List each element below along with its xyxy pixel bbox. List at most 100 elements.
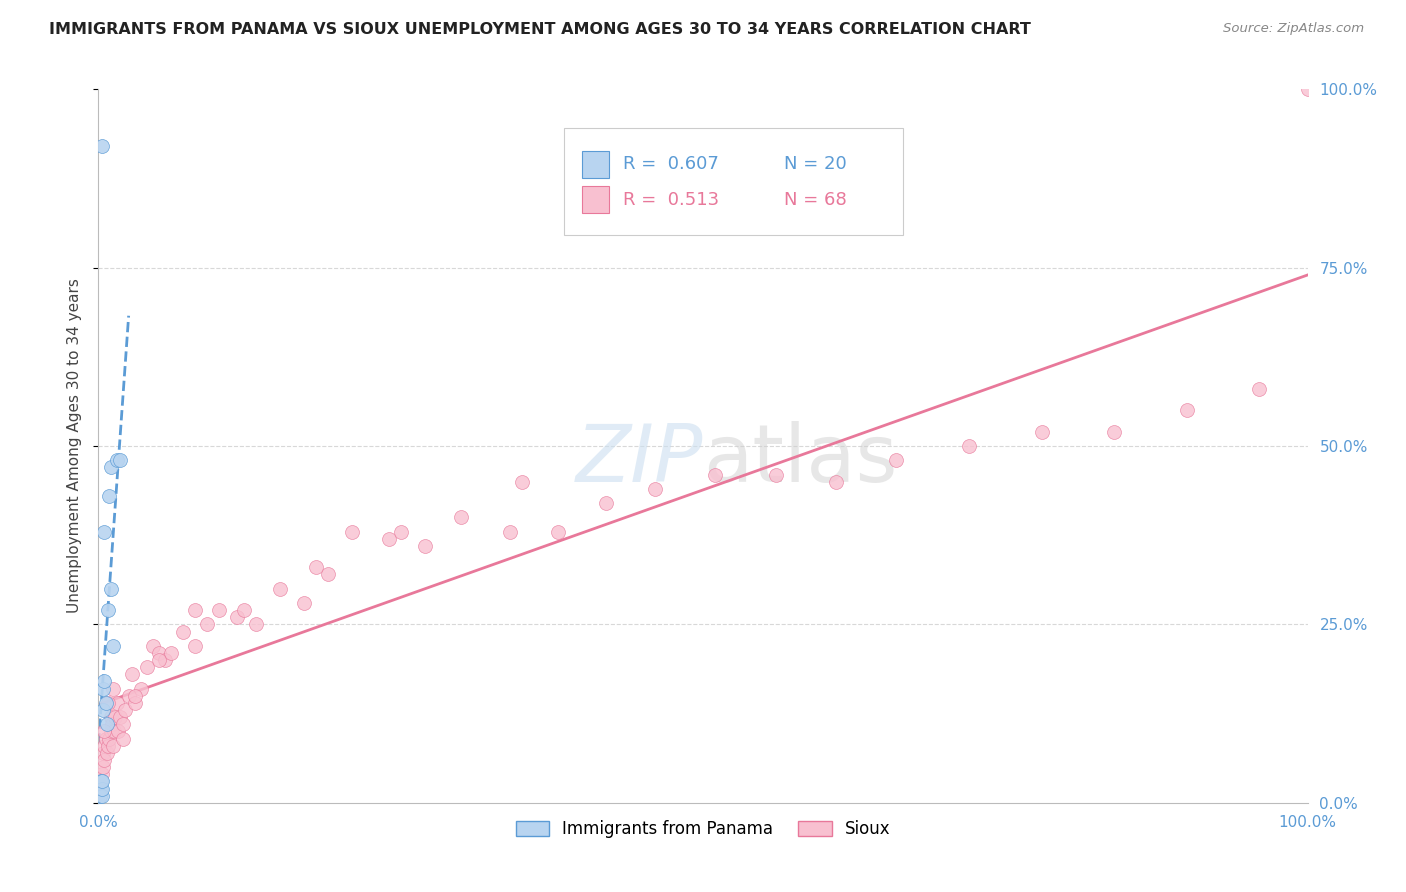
Legend: Immigrants from Panama, Sioux: Immigrants from Panama, Sioux [509, 814, 897, 845]
Point [104, 710, 127, 724]
Point [105, 696, 128, 710]
Point [1031, 425, 1053, 439]
Point [91, 760, 114, 774]
FancyBboxPatch shape [582, 151, 609, 178]
Point [226, 610, 249, 624]
Point [105, 453, 128, 467]
Point [208, 603, 231, 617]
Point [100, 717, 122, 731]
Point [108, 710, 131, 724]
Point [111, 731, 134, 746]
Point [1102, 425, 1125, 439]
Point [93, 524, 115, 539]
Point [245, 617, 267, 632]
Point [129, 681, 152, 696]
Point [124, 689, 146, 703]
Point [886, 453, 908, 467]
Point [305, 560, 328, 574]
Point [94, 696, 117, 710]
Point [148, 646, 170, 660]
Point [1175, 403, 1198, 417]
Point [93, 674, 115, 689]
Point [957, 439, 980, 453]
Text: N = 68: N = 68 [785, 191, 846, 209]
Point [121, 667, 143, 681]
Point [91, 681, 114, 696]
Point [148, 653, 170, 667]
Point [595, 496, 617, 510]
Point [101, 639, 124, 653]
Point [98, 489, 121, 503]
Text: N = 20: N = 20 [785, 155, 846, 173]
Point [111, 717, 134, 731]
Text: atlas: atlas [703, 421, 897, 500]
Point [96, 746, 118, 760]
Point [107, 724, 129, 739]
Point [91, 703, 114, 717]
Text: R =  0.607: R = 0.607 [623, 155, 718, 173]
Point [114, 703, 136, 717]
Text: R =  0.513: R = 0.513 [623, 191, 720, 209]
Point [184, 603, 207, 617]
Text: ZIP: ZIP [575, 421, 703, 500]
Point [160, 646, 183, 660]
Point [94, 731, 117, 746]
Point [93, 724, 115, 739]
Point [342, 524, 364, 539]
Point [195, 617, 218, 632]
Point [91, 789, 114, 803]
Point [90, 774, 112, 789]
Point [413, 539, 436, 553]
Point [97, 603, 120, 617]
Point [118, 689, 141, 703]
Text: IMMIGRANTS FROM PANAMA VS SIOUX UNEMPLOYMENT AMONG AGES 30 TO 34 YEARS CORRELATI: IMMIGRANTS FROM PANAMA VS SIOUX UNEMPLOY… [49, 22, 1031, 37]
Point [90, 781, 112, 796]
Point [97, 739, 120, 753]
Point [91, 781, 114, 796]
Point [184, 639, 207, 653]
Point [91, 767, 114, 781]
Point [103, 724, 125, 739]
Point [97, 696, 120, 710]
Point [135, 660, 157, 674]
Point [547, 524, 569, 539]
Point [100, 460, 122, 475]
Point [93, 739, 115, 753]
Point [93, 753, 115, 767]
Point [101, 739, 124, 753]
Point [644, 482, 666, 496]
Point [316, 567, 339, 582]
Point [1249, 382, 1271, 396]
Point [108, 453, 131, 467]
Point [98, 731, 121, 746]
Point [90, 774, 112, 789]
Point [100, 710, 122, 724]
Point [89, 789, 111, 803]
Point [153, 653, 176, 667]
Point [825, 475, 848, 489]
Point [91, 139, 114, 153]
Point [1296, 82, 1319, 96]
Point [101, 681, 124, 696]
FancyBboxPatch shape [582, 186, 609, 213]
Y-axis label: Unemployment Among Ages 30 to 34 years: Unemployment Among Ages 30 to 34 years [67, 278, 83, 614]
Point [91, 746, 114, 760]
Point [96, 717, 118, 731]
Point [510, 475, 533, 489]
Point [498, 524, 520, 539]
Point [292, 596, 315, 610]
Point [142, 639, 165, 653]
Point [100, 724, 122, 739]
Point [377, 532, 399, 546]
Point [172, 624, 194, 639]
Point [450, 510, 472, 524]
Point [704, 467, 727, 482]
Point [269, 582, 291, 596]
Point [765, 467, 787, 482]
Point [124, 696, 146, 710]
Point [91, 774, 114, 789]
Point [100, 582, 122, 596]
Text: Source: ZipAtlas.com: Source: ZipAtlas.com [1223, 22, 1364, 36]
FancyBboxPatch shape [564, 128, 903, 235]
Point [389, 524, 412, 539]
